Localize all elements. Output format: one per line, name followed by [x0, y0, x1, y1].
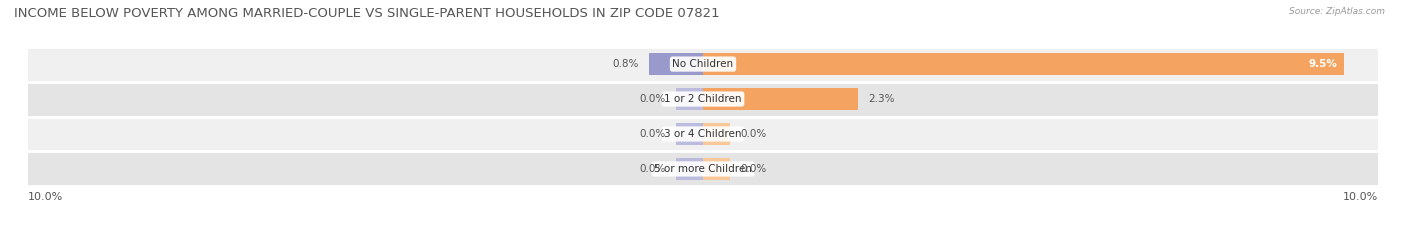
- Bar: [28, 116, 1378, 151]
- Text: 9.5%: 9.5%: [1309, 59, 1337, 69]
- Text: 0.0%: 0.0%: [740, 129, 766, 139]
- Bar: [28, 82, 1378, 116]
- Text: Source: ZipAtlas.com: Source: ZipAtlas.com: [1289, 7, 1385, 16]
- Text: 0.0%: 0.0%: [640, 94, 666, 104]
- Text: 10.0%: 10.0%: [28, 192, 63, 202]
- Bar: [703, 88, 858, 110]
- Text: 10.0%: 10.0%: [1343, 192, 1378, 202]
- Bar: [703, 53, 1344, 75]
- Bar: [676, 158, 703, 180]
- Text: 1 or 2 Children: 1 or 2 Children: [664, 94, 742, 104]
- Text: 3 or 4 Children: 3 or 4 Children: [664, 129, 742, 139]
- Bar: [676, 88, 703, 110]
- Text: 0.8%: 0.8%: [613, 59, 638, 69]
- Text: 0.0%: 0.0%: [640, 164, 666, 174]
- Text: 2.3%: 2.3%: [869, 94, 894, 104]
- Text: 5 or more Children: 5 or more Children: [654, 164, 752, 174]
- Bar: [28, 151, 1378, 186]
- Text: No Children: No Children: [672, 59, 734, 69]
- Bar: [650, 53, 703, 75]
- Bar: [703, 123, 730, 145]
- Text: INCOME BELOW POVERTY AMONG MARRIED-COUPLE VS SINGLE-PARENT HOUSEHOLDS IN ZIP COD: INCOME BELOW POVERTY AMONG MARRIED-COUPL…: [14, 7, 720, 20]
- Bar: [28, 47, 1378, 82]
- Bar: [676, 123, 703, 145]
- Bar: [703, 158, 730, 180]
- Legend: Married Couples, Single Parents: Married Couples, Single Parents: [591, 230, 815, 233]
- Text: 0.0%: 0.0%: [640, 129, 666, 139]
- Text: 0.0%: 0.0%: [740, 164, 766, 174]
